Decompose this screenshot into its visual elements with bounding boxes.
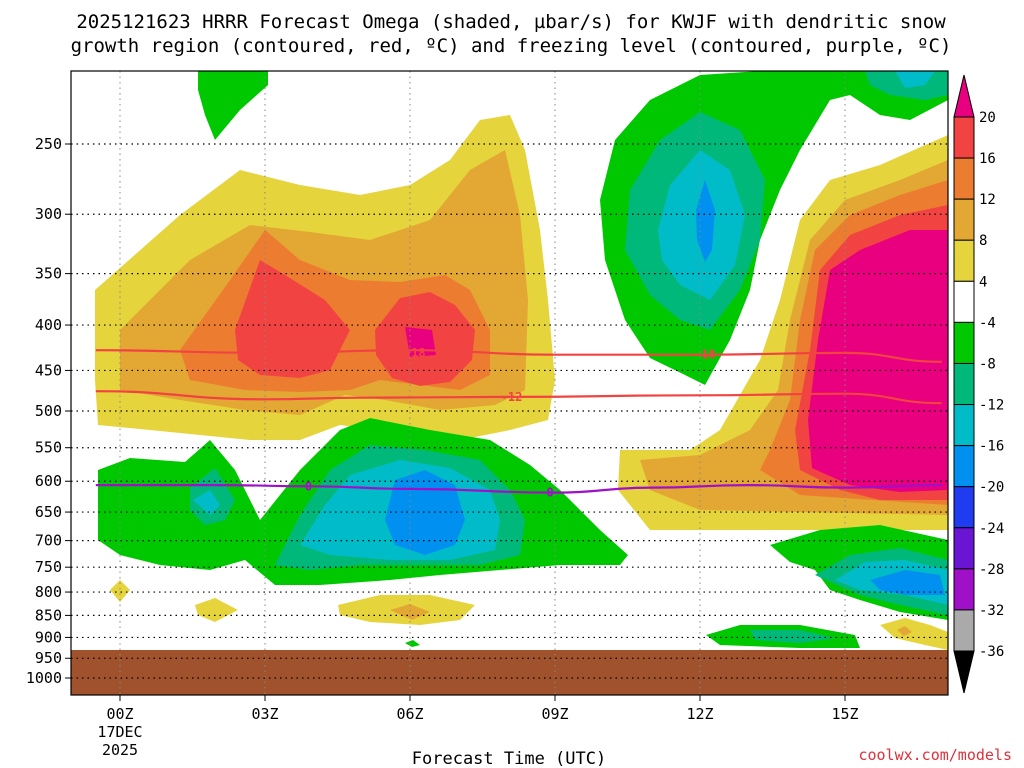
colorbar-label: -16 [979, 439, 1004, 455]
colorbar-bottom-arrow [953, 650, 975, 694]
colorbar-label: -20 [979, 480, 1004, 496]
colorbar-band [953, 568, 975, 611]
omega-region-low-orange-mid [390, 604, 430, 620]
x-tick-label: 15Z [831, 705, 858, 723]
omega-region-low-orange-right [897, 626, 912, 636]
colorbar-label: 8 [979, 233, 987, 249]
omega-shading [71, 71, 948, 695]
y-tick-label: 750 [35, 558, 62, 576]
omega-region-rise-smallleft [193, 490, 220, 515]
colorbar-band [953, 404, 975, 447]
contour-line [95, 483, 942, 494]
y-tick-label: 700 [35, 532, 62, 550]
x-tick-date: 17DEC [97, 723, 142, 741]
x-tick-label: 09Z [541, 705, 568, 723]
y-tick-label: 850 [35, 606, 62, 624]
x-tick-label: 06Z [396, 705, 423, 723]
colorbar-label: 20 [979, 110, 996, 126]
colorbar-label: -12 [979, 398, 1004, 414]
chart-title-line1: 2025121623 HRRR Forecast Omega (shaded, … [76, 11, 946, 33]
colorbar-label: -24 [979, 521, 1004, 537]
y-tick-label: 300 [35, 205, 62, 223]
contour-label: -12 [501, 390, 523, 404]
y-tick-label: 800 [35, 583, 62, 601]
contour-line [95, 349, 942, 363]
x-tick-year: 2025 [102, 741, 138, 759]
omega-region-sink-16-left [235, 260, 350, 378]
colorbar-label: -36 [979, 644, 1004, 660]
y-tick-label: 350 [35, 265, 62, 283]
omega-region-rise-topright-16 [895, 71, 935, 88]
omega-region-rise-upper-20 [696, 180, 715, 262]
contour-lines [95, 349, 942, 494]
colorbar-band [953, 280, 975, 323]
colorbar-band [953, 445, 975, 488]
contour-label: 0 [547, 486, 554, 500]
colorbar-band [953, 157, 975, 200]
colorbar-label: 12 [979, 192, 996, 208]
colorbar-label: -8 [979, 356, 996, 372]
x-axis-title: Forecast Time (UTC) [412, 749, 606, 768]
y-tick-label: 250 [35, 135, 62, 153]
contour-line [95, 390, 942, 405]
omega-region-low-yellow-far [110, 580, 130, 602]
colorbar-label: -4 [979, 315, 996, 331]
contour-label: -18 [694, 348, 716, 362]
omega-region-low-green-right-8 [750, 630, 835, 643]
colorbar-band [953, 116, 975, 159]
colorbar: 20 16 12 8 4 -4 -8 -12 -16 -20 -24 -28 -32 -36 [953, 74, 1004, 694]
colorbar-label: 16 [979, 151, 996, 167]
y-tick-label: 500 [35, 402, 62, 420]
credit-text: coolwx.com/models [858, 746, 1012, 764]
x-tick-label: 12Z [686, 705, 713, 723]
colorbar-band [953, 321, 975, 364]
omega-region-sink-right-20 [808, 230, 948, 492]
y-tick-label: 900 [35, 628, 62, 646]
contour-label: 0 [305, 479, 312, 493]
x-tick-label: 03Z [251, 705, 278, 723]
terrain-ground [71, 650, 948, 695]
y-axis-ticks: 250 300 350 400 450 500 550 600 650 700 750 800 850 9… [26, 135, 71, 687]
colorbar-top-arrow [953, 74, 975, 118]
omega-region-rise-mid-16 [385, 470, 465, 555]
omega-region-rising-topleft [198, 71, 268, 140]
colorbar-band [953, 362, 975, 406]
omega-region-low-yellow-right [880, 618, 948, 650]
plot-border [70, 70, 949, 696]
y-tick-label: 650 [35, 503, 62, 521]
colorbar-label: 4 [979, 274, 987, 290]
colorbar-band [953, 527, 975, 570]
contour-label: -18 [404, 346, 426, 360]
y-tick-label: 450 [35, 361, 62, 379]
omega-region-low-yellow-left [195, 598, 238, 622]
y-tick-label: 550 [35, 439, 62, 457]
y-tick-label: 1000 [26, 669, 62, 687]
y-tick-label: 400 [35, 316, 62, 334]
y-tick-label: 600 [35, 472, 62, 490]
omega-region-low-green-dot [405, 640, 420, 647]
colorbar-band [953, 198, 975, 241]
colorbar-label: -32 [979, 603, 1004, 619]
contour-labels: -18 -18 -12 0 0 [305, 346, 716, 500]
colorbar-band [953, 239, 975, 282]
colorbar-label: -28 [979, 562, 1004, 578]
colorbar-band [953, 609, 975, 652]
x-tick-label: 00Z [106, 705, 133, 723]
omega-region-rise-lowright-16 [870, 570, 945, 595]
y-tick-label: 950 [35, 649, 62, 667]
chart-title-line2: growth region (contoured, red, ºC) and f… [71, 35, 952, 57]
colorbar-band [953, 486, 975, 529]
